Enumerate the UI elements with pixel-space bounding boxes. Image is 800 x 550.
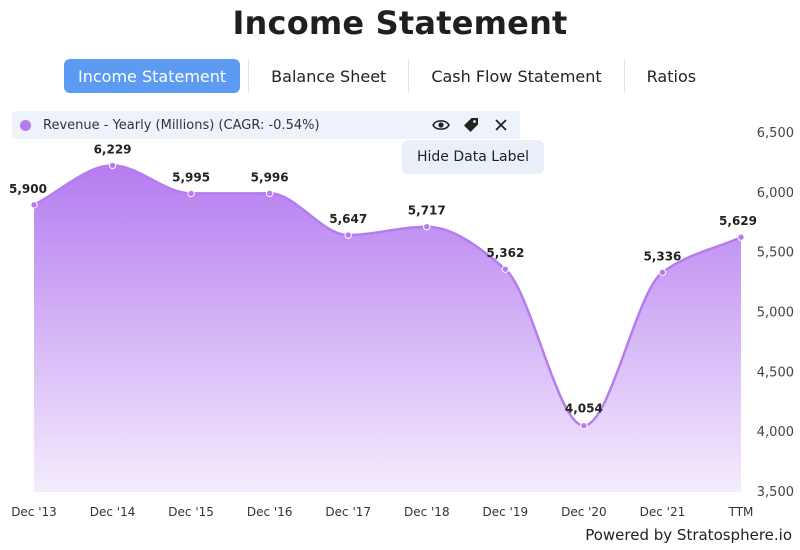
revenue-data-point [737,233,745,241]
tab-divider [248,59,250,93]
x-tick-label: TTM [728,505,754,519]
x-tick-label: Dec '16 [247,505,293,519]
tab-income-statement[interactable]: Income Statement [64,59,241,93]
legend-series-marker [20,119,31,131]
y-tick-label: 3,500 [757,485,794,500]
x-tick-label: Dec '13 [11,505,57,519]
tab-balance-sheet[interactable]: Balance Sheet [271,66,387,86]
y-tick-label: 5,500 [757,246,794,261]
data-label: 5,900 [9,182,47,196]
y-tick-label: 6,000 [757,186,794,201]
data-label: 5,996 [251,170,289,184]
close-icon[interactable] [492,116,510,134]
powered-by-credit: Powered by Stratosphere.io [585,526,792,544]
data-label: 5,717 [408,204,446,218]
tab-cash-flow-statement[interactable]: Cash Flow Statement [431,66,602,86]
legend-series-label: Revenue - Yearly (Millions) (CAGR: -0.54… [43,117,320,133]
tag-icon[interactable] [462,116,480,134]
revenue-data-point [108,161,117,170]
revenue-data-point [580,422,588,430]
data-label: 5,629 [719,214,757,228]
legend-actions [432,111,510,139]
x-tick-label: Dec '21 [640,505,686,519]
x-tick-label: Dec '20 [561,505,607,519]
chart-legend[interactable]: Revenue - Yearly (Millions) (CAGR: -0.54… [12,111,520,139]
x-tick-label: Dec '14 [90,505,136,519]
y-tick-label: 5,000 [757,306,794,321]
x-tick-label: Dec '19 [483,505,529,519]
data-label: 4,054 [565,402,603,416]
x-tick-label: Dec '18 [404,505,450,519]
y-tick-label: 4,500 [757,365,794,380]
revenue-data-point [423,222,431,231]
tab-divider [623,59,625,93]
revenue-data-point [501,265,510,273]
data-label: 5,336 [643,249,681,263]
data-label: 5,647 [329,212,367,226]
x-tick-label: Dec '15 [168,505,214,519]
revenue-data-point [658,268,667,276]
data-label: 5,362 [486,246,524,260]
revenue-data-point [344,231,352,239]
data-label: 6,229 [94,142,132,156]
eye-icon[interactable] [432,116,450,134]
revenue-area-fill [34,165,741,492]
y-tick-label: 6,500 [757,126,794,141]
statement-tabs: Income Statement Balance Sheet Cash Flow… [64,58,710,94]
hide-data-label-tooltip: Hide Data Label [402,140,544,174]
tab-divider [408,59,410,93]
data-label: 5,995 [172,170,210,184]
x-tick-label: Dec '17 [325,505,371,519]
y-tick-label: 4,000 [757,425,794,440]
page-title: Income Statement [232,4,568,42]
revenue-data-point [265,189,274,198]
revenue-data-point [187,189,195,198]
revenue-data-point [30,201,38,209]
tab-ratios[interactable]: Ratios [646,66,697,86]
